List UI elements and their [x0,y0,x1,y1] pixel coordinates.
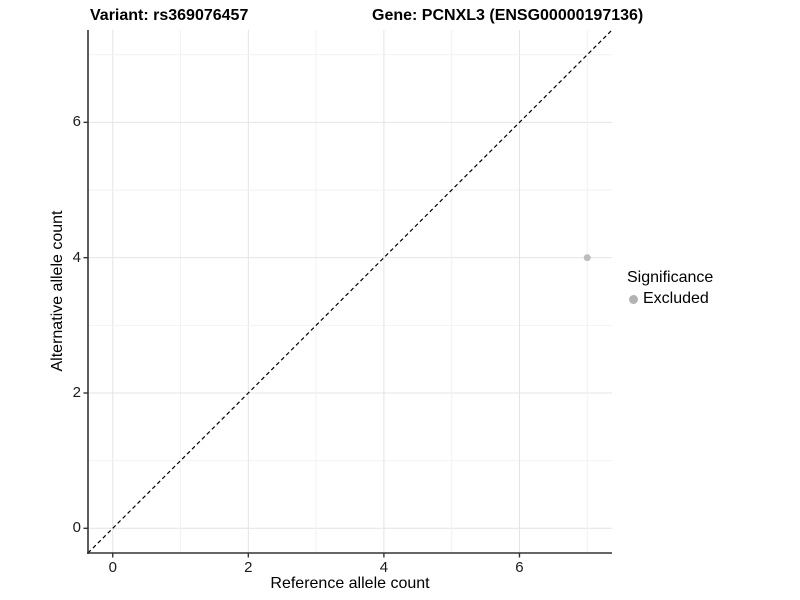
data-point-excluded [583,254,591,262]
y-tick-label: 6 [72,113,81,131]
x-tick-label: 2 [244,559,253,576]
legend-title: Significance [627,269,714,286]
plot-title-variant: Variant: rs369076457 [90,7,249,24]
x-axis-title: Reference allele count [270,575,430,592]
identity-reference-line [87,29,613,554]
y-tick-label: 0 [72,519,81,537]
legend-entry-label: Excluded [643,290,709,307]
legend: Significance Excluded [627,269,713,308]
plot-title-gene: Gene: PCNXL3 (ENSG00000197136) [372,7,644,24]
legend-entry-excluded: Excluded [627,290,713,308]
y-tick-label: 4 [72,248,81,266]
y-axis-title-text: Alternative allele count [49,210,66,372]
x-tick-label: 6 [515,559,524,576]
y-tick-label: 2 [72,383,81,401]
x-tick-label: 4 [379,559,389,576]
x-tick-label: 0 [108,559,117,576]
excluded-point-icon [629,294,638,304]
